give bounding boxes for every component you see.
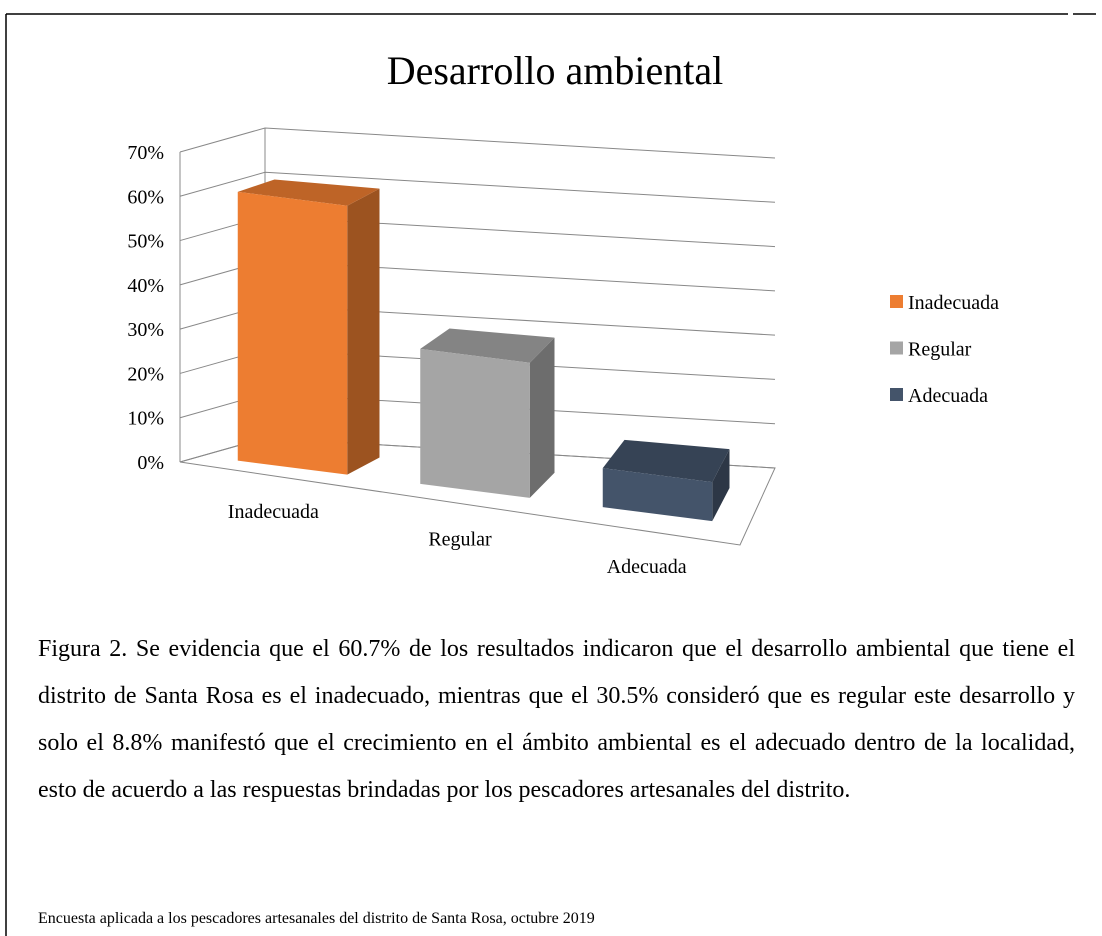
bar-side [712,449,730,522]
y-tick-label: 10% [127,408,164,430]
bar [420,348,530,498]
caption: Figura 2. Se evidencia que el 60.7% de l… [38,636,1075,803]
legend-swatch [890,388,903,401]
y-tick-label: 60% [127,186,164,208]
bar [237,191,348,475]
legend-label: Inadecuada [908,292,999,314]
bar-top [420,328,555,363]
source-note: Encuesta aplicada a los pescadores artes… [38,910,595,927]
bar-top [237,179,380,206]
y-tick-label: 50% [127,231,164,253]
legend-label: Adecuada [908,385,988,407]
grid-line [179,171,776,203]
chart-title: Desarrollo ambiental [387,48,724,93]
x-tick-label: Regular [428,529,492,551]
x-tick-label: Inadecuada [228,501,319,523]
grid-line [179,127,776,159]
bar-side [529,337,555,498]
bar [602,468,713,522]
y-tick-label: 20% [127,363,164,385]
y-tick-label: 70% [127,142,164,164]
legend-swatch [890,295,903,308]
x-tick-label: Adecuada [607,556,687,578]
bar-top [602,439,730,483]
y-tick-label: 0% [137,452,164,474]
y-tick-label: 40% [127,275,164,297]
bar-side [347,188,380,475]
legend-label: Regular [908,339,972,361]
y-tick-label: 30% [127,319,164,341]
legend-swatch [890,341,903,355]
